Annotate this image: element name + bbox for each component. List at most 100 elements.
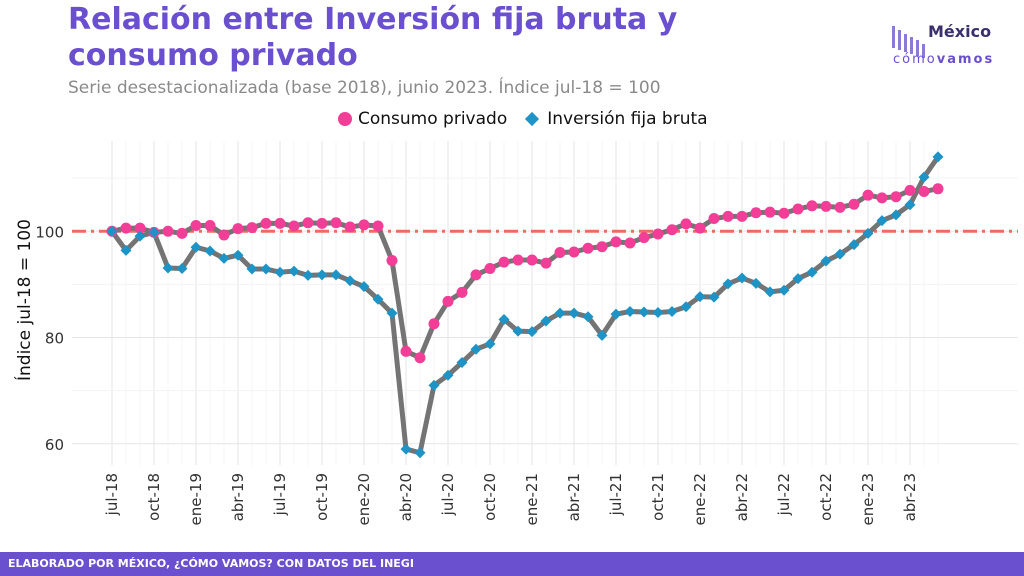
data-point: [400, 443, 412, 455]
data-point: [750, 277, 762, 289]
chart-subtitle: Serie desestacionalizada (base 2018), ju…: [68, 78, 661, 98]
data-point: [526, 326, 538, 338]
data-point: [358, 219, 370, 231]
x-tick-label: ene-20: [355, 473, 373, 525]
data-point: [708, 213, 720, 225]
data-point: [288, 220, 300, 232]
x-tick-label: oct-22: [817, 473, 835, 521]
data-point: [260, 263, 272, 275]
data-point: [722, 278, 734, 290]
data-point: [344, 275, 356, 287]
data-point: [554, 247, 566, 259]
legend-label-inversion: Inversión fija bruta: [547, 109, 708, 129]
data-point: [820, 200, 832, 212]
data-point: [680, 218, 692, 230]
data-point: [232, 249, 244, 261]
data-point: [694, 222, 706, 234]
data-point: [596, 329, 608, 341]
data-point: [484, 262, 496, 274]
data-point: [526, 254, 538, 266]
data-point: [190, 241, 202, 253]
data-point: [750, 207, 762, 219]
data-point: [218, 229, 230, 241]
data-point: [610, 308, 622, 320]
legend-marker-consumo: [338, 112, 352, 126]
data-point: [932, 151, 944, 163]
data-point: [554, 307, 566, 319]
x-tick-label: oct-21: [649, 473, 667, 521]
data-point: [190, 219, 202, 231]
logo-text-mexico: México: [928, 22, 992, 41]
data-point: [400, 345, 412, 357]
data-point: [806, 200, 818, 212]
data-point: [540, 257, 552, 269]
data-point: [428, 379, 440, 391]
x-tick-label: abr-22: [733, 473, 751, 521]
data-point: [246, 263, 258, 275]
data-point: [274, 266, 286, 278]
data-point: [876, 215, 888, 227]
data-point: [862, 189, 874, 201]
data-point: [414, 352, 426, 364]
x-tick-label: jul-19: [271, 473, 289, 516]
data-point: [862, 227, 874, 239]
data-point: [764, 286, 776, 298]
data-point: [428, 318, 440, 330]
series-markers-1: [106, 151, 944, 459]
data-point: [358, 281, 370, 293]
legend-label-consumo: Consumo privado: [358, 109, 508, 129]
data-point: [694, 291, 706, 303]
data-point: [470, 269, 482, 281]
data-point: [162, 225, 174, 237]
data-point: [848, 198, 860, 210]
logo-text-como-vamos: cómovamos: [893, 52, 995, 67]
data-point: [162, 262, 174, 274]
data-point: [484, 338, 496, 350]
data-point: [610, 236, 622, 248]
data-point: [876, 192, 888, 204]
y-tick-label: 100: [35, 223, 64, 241]
data-point: [652, 228, 664, 240]
x-tick-label: jul-20: [439, 473, 457, 516]
data-point: [904, 184, 916, 196]
data-point: [680, 301, 692, 313]
x-tick-label: jul-22: [775, 473, 793, 516]
legend-marker-inversion: [525, 111, 540, 127]
data-point: [330, 269, 342, 281]
data-point: [134, 222, 146, 234]
data-point: [204, 219, 216, 231]
data-point: [134, 230, 146, 242]
data-point: [792, 273, 804, 285]
data-point: [120, 244, 132, 256]
data-point: [736, 210, 748, 222]
data-point: [204, 245, 216, 257]
chart-title: Relación entre Inversión fija bruta y co…: [68, 2, 678, 73]
data-point: [260, 217, 272, 229]
data-point: [176, 262, 188, 274]
data-point: [638, 306, 650, 318]
data-point: [316, 217, 328, 229]
data-point: [106, 225, 118, 237]
data-point: [624, 305, 636, 317]
data-point: [456, 286, 468, 298]
data-point: [764, 206, 776, 218]
x-tick-label: jul-18: [103, 473, 121, 516]
data-point: [568, 307, 580, 319]
data-point: [596, 241, 608, 253]
x-tick-label: oct-20: [481, 473, 499, 521]
x-tick-label: ene-23: [859, 473, 877, 525]
data-point: [512, 254, 524, 266]
x-tick-label: abr-23: [901, 473, 919, 521]
data-point: [834, 248, 846, 260]
data-point: [218, 252, 230, 264]
data-point: [778, 207, 790, 219]
data-point: [498, 256, 510, 268]
data-point: [638, 232, 650, 244]
data-point: [904, 199, 916, 211]
data-point: [246, 222, 258, 234]
data-point: [120, 222, 132, 234]
x-tick-label: abr-20: [397, 473, 415, 521]
data-point: [806, 266, 818, 278]
data-point: [666, 224, 678, 236]
data-point: [918, 185, 930, 197]
